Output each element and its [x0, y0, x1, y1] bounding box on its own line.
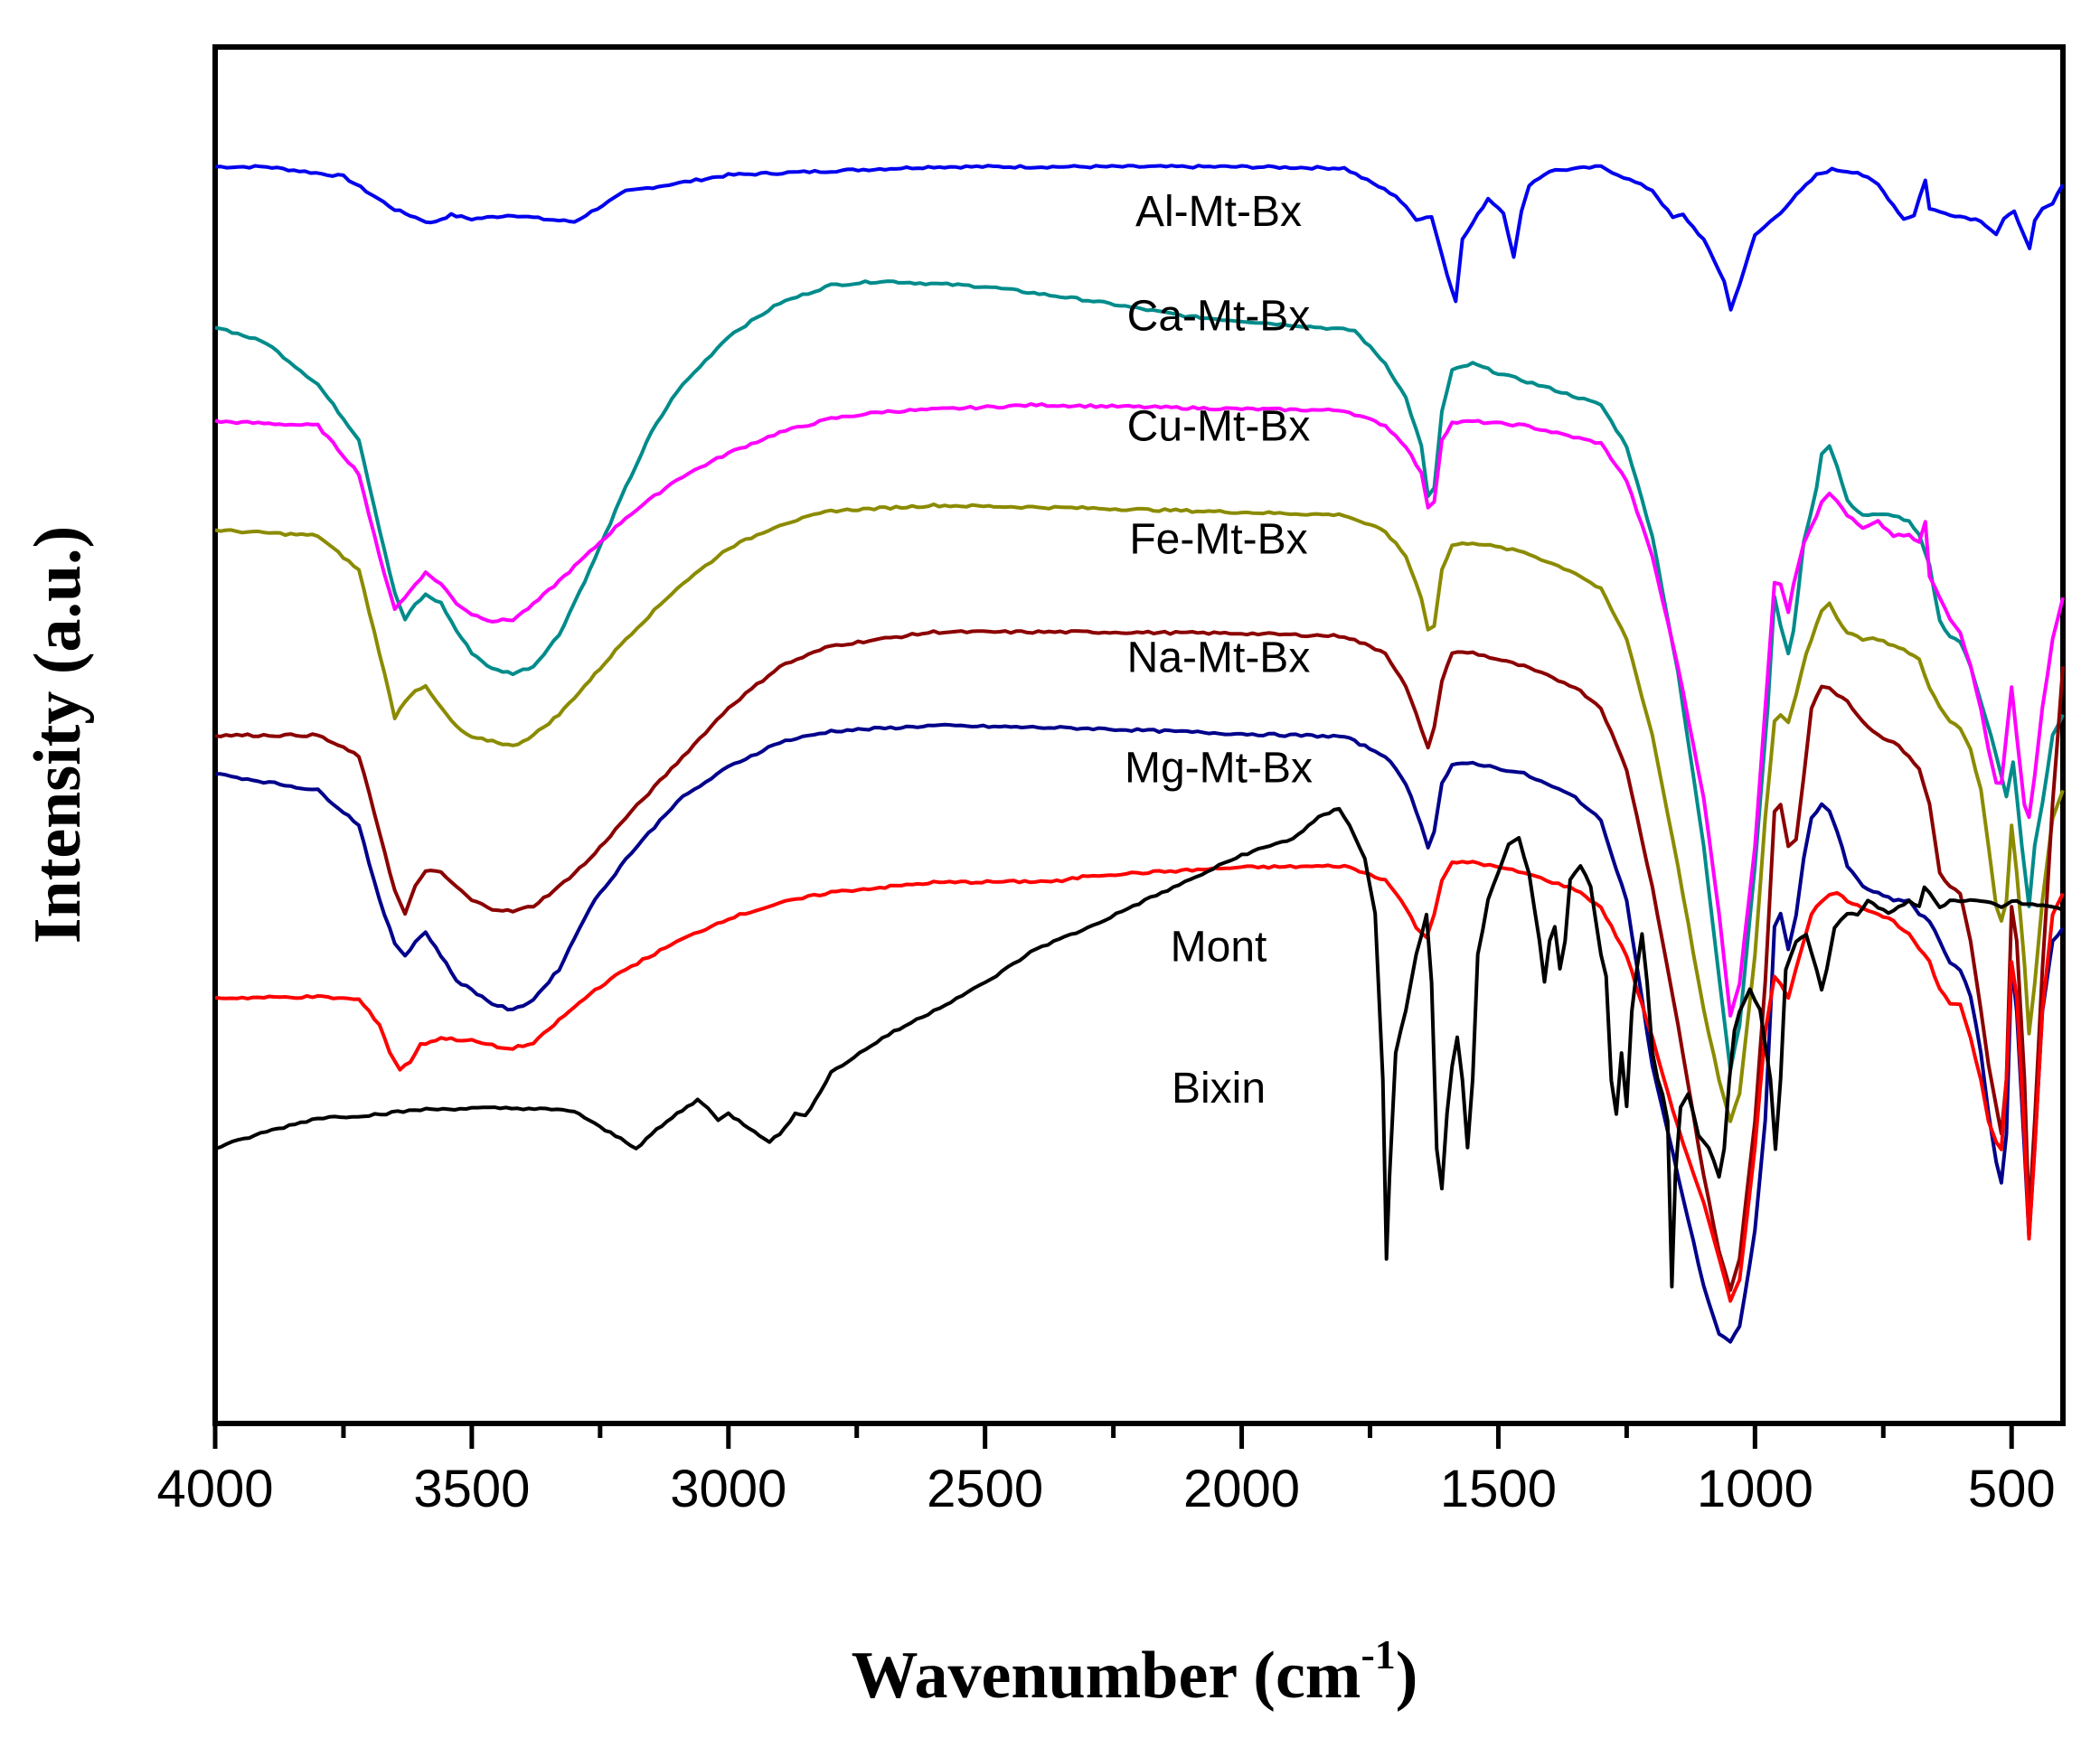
series-lines	[214, 164, 2065, 1344]
series-line-mont	[214, 860, 2065, 1303]
x-axis-tick-labels: 4000 3500 3000 2500 2000 1500 1000 500	[156, 1460, 2055, 1518]
series-label-mont: Mont	[1171, 923, 1267, 971]
x-tick-label: 1000	[1697, 1460, 1813, 1518]
x-tick-label: 3000	[670, 1460, 786, 1518]
series-line-ca-mt-bx	[214, 279, 2065, 1073]
series-label-fe-mt-bx: Fe-Mt-Bx	[1129, 515, 1307, 563]
x-axis-ticks	[212, 1423, 2014, 1449]
x-tick-label: 2000	[1183, 1460, 1300, 1518]
series-line-cu-mt-bx	[214, 402, 2065, 1018]
x-tick-label: 1500	[1440, 1460, 1557, 1518]
series-line-na-mt-bx	[214, 629, 2065, 1292]
x-axis-title-superscript: -1	[1361, 1631, 1395, 1677]
series-label-al-mt-bx: Al-Mt-Bx	[1135, 188, 1302, 236]
series-label-cu-mt-bx: Cu-Mt-Bx	[1127, 403, 1311, 451]
x-tick-label: 2500	[927, 1460, 1043, 1518]
series-line-fe-mt-bx	[214, 503, 2065, 1123]
x-axis-title-main: Wavenumber (cm	[852, 1639, 1361, 1713]
series-line-mg-mt-bx	[214, 722, 2065, 1344]
x-tick-label: 4000	[156, 1460, 273, 1518]
x-axis-title-close: )	[1396, 1639, 1418, 1713]
series-label-mg-mt-bx: Mg-Mt-Bx	[1125, 744, 1313, 792]
y-axis-title: Intensity (a.u.)	[21, 526, 95, 944]
series-labels: Al-Mt-Bx Ca-Mt-Bx Cu-Mt-Bx Fe-Mt-Bx Na-Mt-Bx…	[1125, 188, 1313, 1113]
x-tick-label: 500	[1968, 1460, 2056, 1518]
x-axis-title: Wavenumber (cm-1)	[852, 1631, 1418, 1713]
series-line-al-mt-bx	[214, 164, 2065, 312]
series-label-bixin: Bixin	[1172, 1065, 1266, 1113]
series-line-bixin	[214, 806, 2064, 1289]
series-label-na-mt-bx: Na-Mt-Bx	[1127, 634, 1311, 681]
plot-frame	[212, 44, 2066, 1426]
series-label-ca-mt-bx: Ca-Mt-Bx	[1127, 293, 1311, 341]
x-tick-label: 3500	[413, 1460, 530, 1518]
